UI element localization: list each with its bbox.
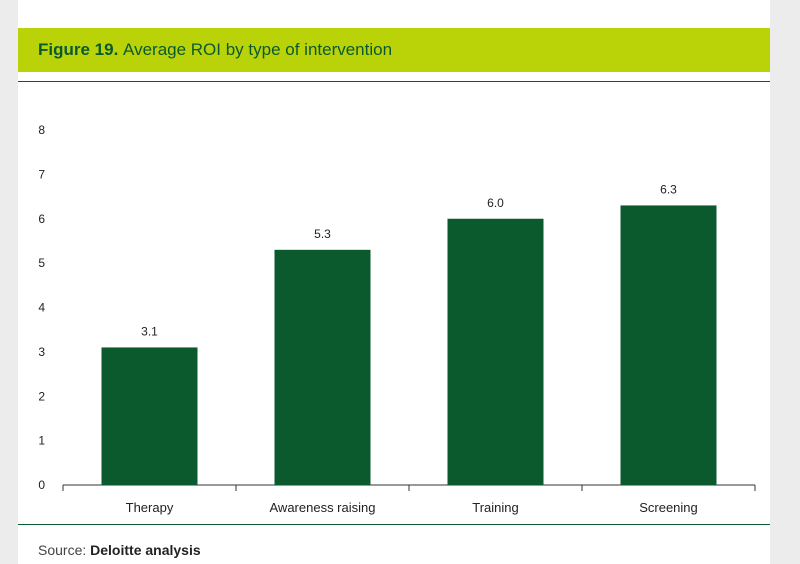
x-category-label: Training — [472, 500, 518, 515]
bottom-divider — [18, 524, 770, 525]
bar — [101, 347, 198, 485]
x-category-label: Screening — [639, 500, 698, 515]
y-tick-label: 8 — [38, 123, 45, 137]
y-tick-label: 5 — [38, 256, 45, 270]
bar-value-label: 5.3 — [314, 227, 331, 241]
y-tick-label: 7 — [38, 167, 45, 181]
bar-value-label: 3.1 — [141, 324, 158, 338]
x-category-label: Therapy — [126, 500, 174, 515]
source-label: Source: — [38, 542, 87, 558]
y-tick-label: 2 — [38, 389, 45, 403]
bar-value-label: 6.3 — [660, 182, 677, 196]
y-tick-label: 6 — [38, 212, 45, 226]
bar — [447, 218, 544, 485]
y-tick-label: 4 — [38, 301, 45, 315]
y-tick-label: 0 — [38, 478, 45, 492]
y-tick-label: 3 — [38, 345, 45, 359]
figure-title-bar: Figure 19. Average ROI by type of interv… — [18, 28, 770, 72]
bar — [274, 249, 371, 485]
top-divider — [18, 81, 770, 82]
source-note: Source: Deloitte analysis — [38, 542, 201, 558]
source-value: Deloitte analysis — [90, 542, 201, 558]
figure-label: Figure 19. — [38, 40, 119, 59]
x-category-label: Awareness raising — [270, 500, 376, 515]
y-tick-label: 1 — [38, 434, 45, 448]
figure-title: Average ROI by type of intervention — [123, 40, 393, 59]
bar-value-label: 6.0 — [487, 196, 504, 210]
bar — [620, 205, 717, 485]
